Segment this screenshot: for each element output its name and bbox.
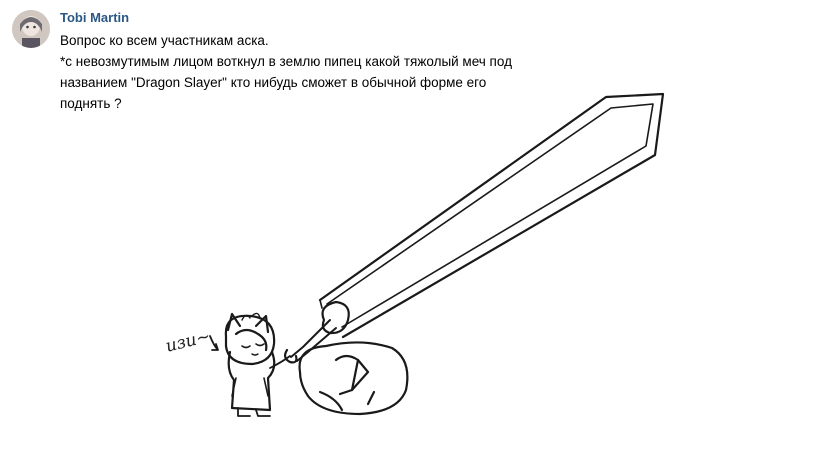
user-avatar-icon	[12, 10, 50, 48]
drawing-caption: изи~	[164, 326, 213, 356]
message-line: Вопрос ко всем участникам аска.	[60, 33, 269, 48]
arrow-icon	[209, 335, 219, 351]
message-line: названием "Dragon Slayer" кто нибудь смо…	[60, 75, 487, 90]
sword-guard	[283, 300, 350, 364]
avatar[interactable]	[12, 10, 50, 48]
message-text: Вопрос ко всем участникам аска. *с невоз…	[60, 30, 600, 114]
message-line: *с невозмутимым лицом воткнул в землю пи…	[60, 54, 512, 69]
ground-mound	[298, 341, 409, 416]
sword-blade	[318, 92, 665, 339]
author-name[interactable]: Tobi Martin	[60, 10, 130, 25]
chibi-character	[224, 312, 291, 417]
message-line: поднять ?	[60, 96, 122, 111]
